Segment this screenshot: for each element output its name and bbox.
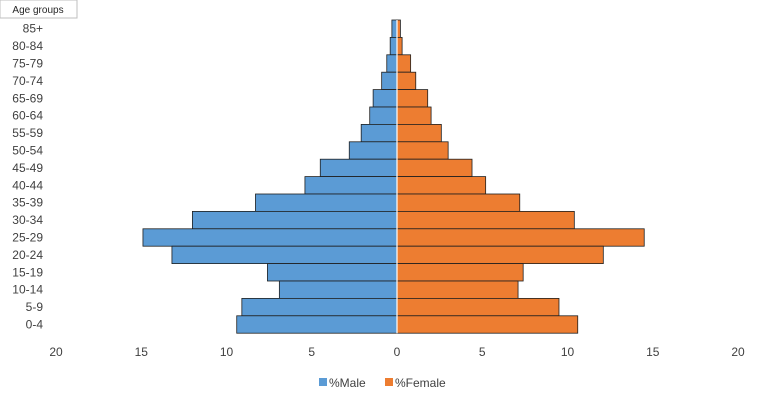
x-tick-label: 10 [561,345,575,359]
bar-female-70-74 [396,71,417,90]
category-label: 65-69 [12,91,43,105]
bars-group [142,19,645,334]
bar-female-25-29 [396,228,645,247]
bar-male-65-69 [372,89,398,108]
bar-female-0-4 [396,315,579,334]
category-label: 55-59 [12,126,43,140]
bar-female-80-84 [396,37,403,56]
category-label: 10-14 [12,283,43,297]
bar-male-45-49 [319,158,398,177]
axis-title-tag: Age groups [0,0,78,19]
bar-female-35-39 [396,193,521,212]
bar-male-75-79 [386,54,398,73]
bar-female-40-44 [396,176,487,195]
category-label: 25-29 [12,231,43,245]
bar-male-20-24 [171,245,398,264]
x-tick-labels: 20 15 10 5 0 5 10 15 20 [49,345,745,359]
category-label: 30-34 [12,213,43,227]
bar-female-55-59 [396,124,442,143]
axis-title-box [0,0,78,19]
x-tick-label: 10 [220,345,234,359]
legend-label-male: %Male [329,376,366,390]
category-label: 50-54 [12,144,43,158]
x-tick-label: 5 [308,345,315,359]
bar-male-40-44 [304,176,398,195]
bar-male-60-64 [369,106,398,125]
bar-female-20-24 [396,245,604,264]
x-tick-label: 15 [646,345,660,359]
category-label: 0-4 [26,318,44,332]
bar-female-5-9 [396,297,560,317]
bar-male-70-74 [381,71,398,90]
category-label: 60-64 [12,109,43,123]
legend-swatch-female [385,378,393,386]
legend-swatch-male [319,378,327,386]
bar-male-55-59 [360,124,398,143]
category-label: 5-9 [26,300,44,314]
bar-male-5-9 [241,297,398,317]
x-tick-label: 20 [731,345,745,359]
legend: %Male %Female [319,376,446,390]
category-label: 15-19 [12,265,43,279]
category-label: 35-39 [12,196,43,210]
category-label: 80-84 [12,39,43,53]
bar-female-30-34 [396,210,575,230]
bar-male-80-84 [389,37,398,56]
category-label: 20-24 [12,248,43,262]
x-tick-label: 15 [135,345,149,359]
bar-male-85+ [391,19,398,38]
bar-male-25-29 [142,228,398,247]
category-label: 40-44 [12,178,43,192]
category-label: 75-79 [12,57,43,71]
category-label: 45-49 [12,161,43,175]
category-label: 70-74 [12,74,43,88]
bar-male-15-19 [267,263,398,282]
bar-female-65-69 [396,89,429,108]
bar-female-75-79 [396,54,412,73]
x-tick-label: 20 [49,345,63,359]
category-axis-title: Age groups [12,5,63,16]
bar-female-10-14 [396,280,519,299]
x-tick-label: 5 [479,345,486,359]
bar-female-45-49 [396,158,473,177]
category-label: 85+ [23,22,43,36]
bar-female-60-64 [396,106,432,125]
bar-female-15-19 [396,263,524,282]
bar-male-30-34 [191,210,398,230]
bar-male-0-4 [236,315,398,334]
bar-male-35-39 [255,193,398,212]
legend-label-female: %Female [395,376,446,390]
bar-female-50-54 [396,141,449,160]
bar-male-50-54 [348,141,398,160]
x-tick-label: 0 [394,345,401,359]
bar-male-10-14 [278,280,398,299]
category-labels: 85+ 80-84 75-79 70-74 65-69 60-64 55-59 50-54 45… [12,22,43,332]
